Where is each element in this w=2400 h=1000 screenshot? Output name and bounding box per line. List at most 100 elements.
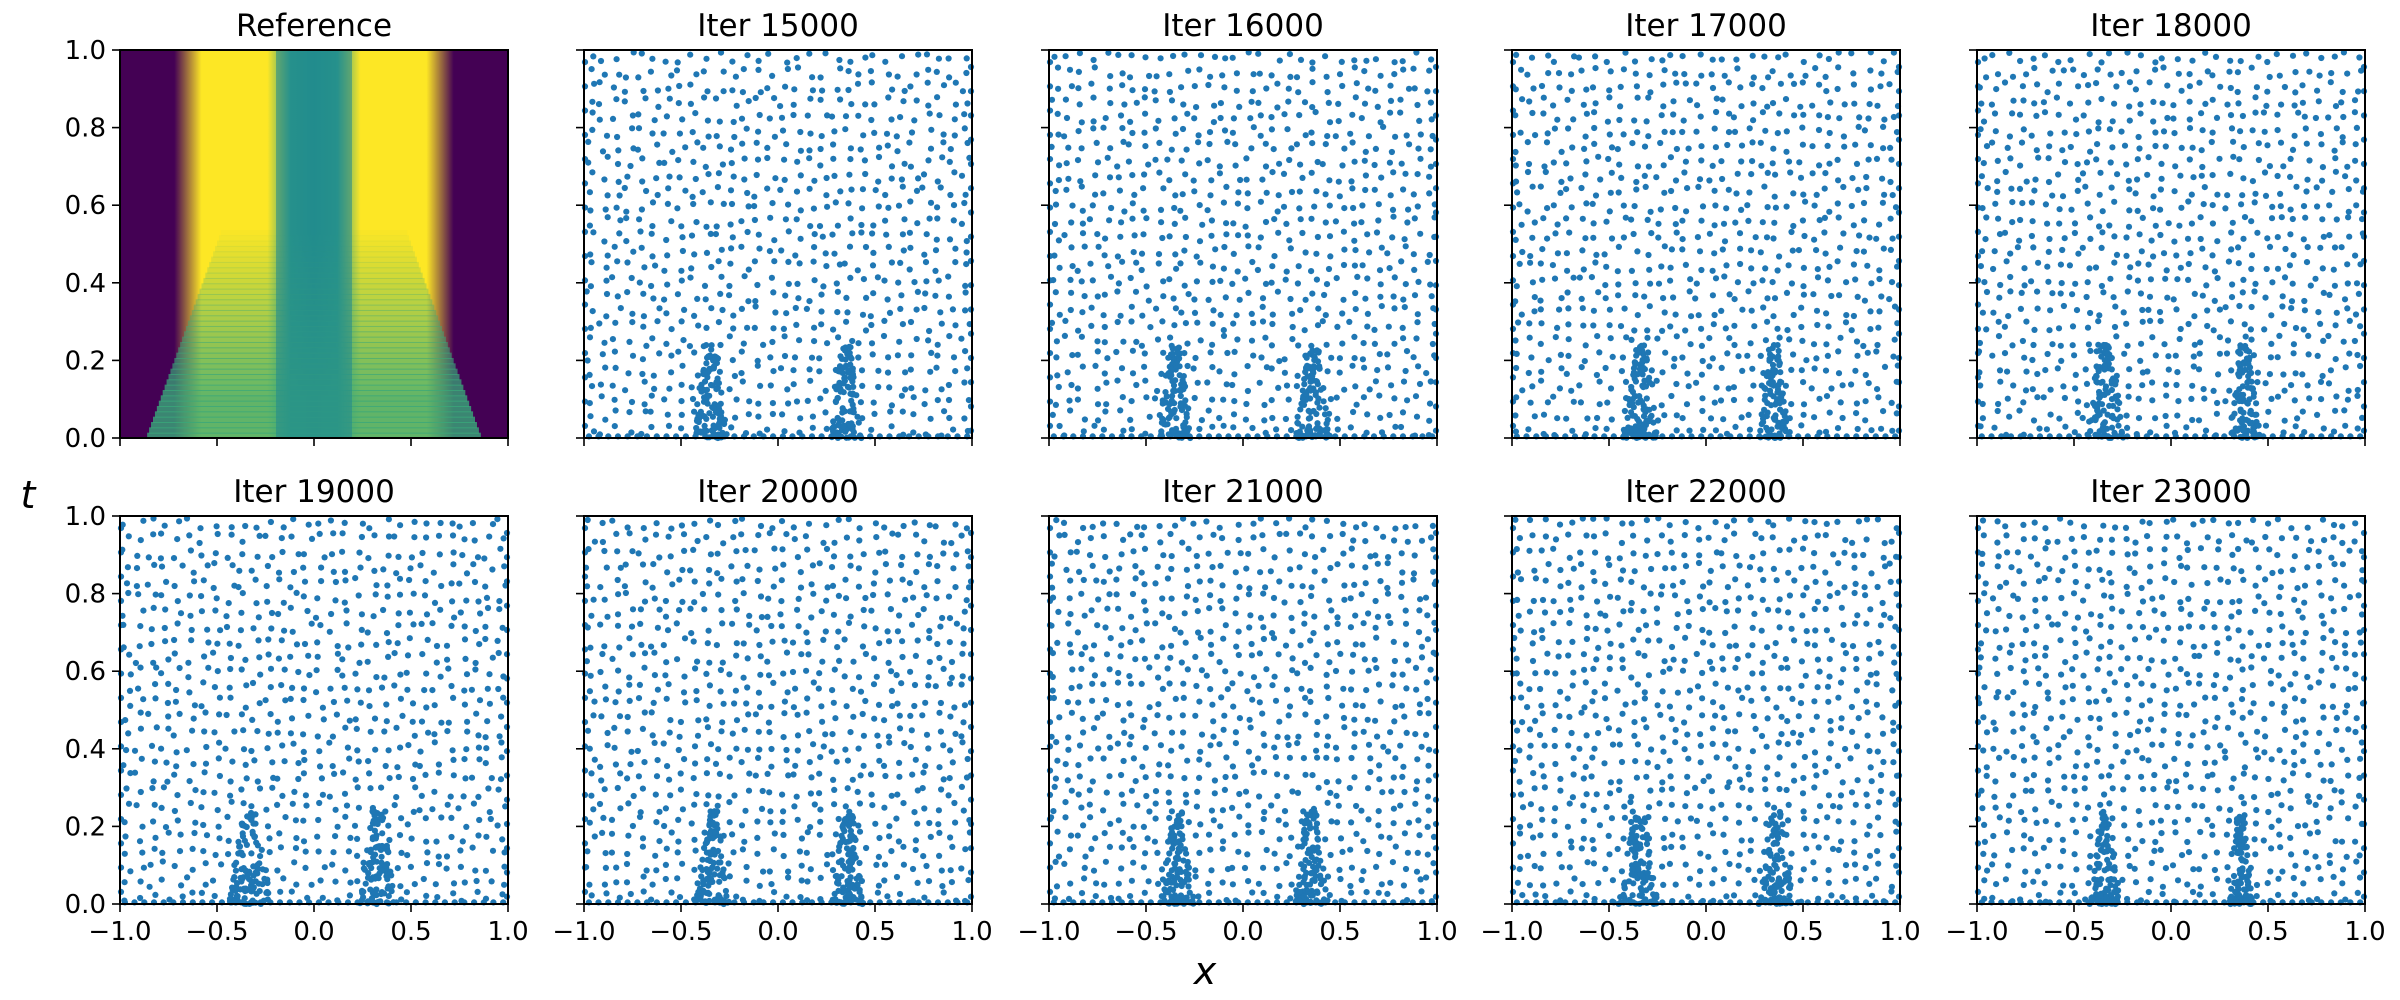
data-point bbox=[346, 717, 353, 724]
data-point bbox=[1865, 115, 1872, 122]
data-point bbox=[2045, 155, 2052, 162]
data-point bbox=[1231, 398, 1238, 405]
data-point bbox=[1594, 333, 1601, 340]
data-point bbox=[2177, 264, 2184, 271]
data-point bbox=[2200, 201, 2207, 208]
data-point bbox=[2227, 318, 2234, 325]
data-point bbox=[1288, 145, 1295, 152]
data-point bbox=[2019, 337, 2026, 345]
data-point bbox=[804, 112, 811, 119]
data-point bbox=[1993, 86, 2000, 93]
data-point bbox=[1230, 115, 1237, 122]
data-point bbox=[321, 864, 328, 871]
data-point bbox=[1231, 348, 1238, 355]
data-point bbox=[2035, 259, 2042, 266]
data-point bbox=[2303, 259, 2311, 266]
data-point bbox=[1540, 94, 1547, 101]
data-point bbox=[1232, 162, 1239, 169]
data-point bbox=[654, 318, 661, 325]
data-point bbox=[1673, 427, 1680, 434]
data-point bbox=[1733, 56, 1740, 63]
data-point bbox=[1787, 169, 1794, 176]
data-point bbox=[2318, 141, 2325, 148]
data-point bbox=[717, 49, 725, 56]
data-point bbox=[423, 860, 431, 867]
data-point bbox=[2252, 109, 2259, 116]
data-point bbox=[231, 728, 238, 735]
data-point bbox=[1351, 158, 1358, 165]
data-point bbox=[834, 288, 842, 295]
data-point bbox=[2209, 252, 2216, 259]
data-point bbox=[901, 87, 908, 95]
data-point bbox=[1709, 162, 1716, 169]
data-point bbox=[937, 309, 944, 316]
data-point bbox=[2079, 170, 2087, 177]
data-point bbox=[326, 739, 333, 746]
data-point bbox=[438, 814, 445, 821]
data-point bbox=[1244, 363, 1251, 370]
data-point bbox=[274, 801, 281, 809]
data-point bbox=[730, 325, 737, 332]
data-point bbox=[927, 415, 934, 422]
data-point bbox=[1989, 352, 1996, 359]
data-point bbox=[1772, 204, 1779, 211]
data-point bbox=[1351, 333, 1358, 340]
data-point bbox=[1645, 94, 1652, 101]
data-point bbox=[315, 816, 322, 824]
data-point bbox=[280, 875, 287, 882]
data-point bbox=[216, 711, 223, 718]
data-point bbox=[587, 324, 594, 331]
data-point bbox=[1853, 160, 1861, 167]
data-point bbox=[1881, 363, 1889, 370]
data-point bbox=[875, 153, 883, 161]
data-point bbox=[291, 859, 298, 866]
data-point bbox=[2061, 159, 2069, 166]
data-point bbox=[1415, 278, 1422, 285]
data-point bbox=[888, 402, 896, 409]
data-point bbox=[2158, 175, 2165, 182]
data-point bbox=[1994, 407, 2001, 415]
data-point bbox=[2041, 109, 2049, 116]
data-point bbox=[2235, 100, 2242, 107]
data-point bbox=[1647, 89, 1654, 96]
data-point bbox=[833, 280, 840, 287]
data-point bbox=[741, 176, 748, 183]
data-point bbox=[423, 892, 430, 900]
data-point bbox=[2172, 352, 2179, 359]
data-point bbox=[2269, 279, 2276, 286]
data-point bbox=[1699, 395, 1706, 402]
data-point bbox=[1322, 141, 1329, 148]
data-point bbox=[1205, 407, 1212, 414]
data-point bbox=[1589, 84, 1597, 91]
data-point bbox=[1990, 309, 1997, 316]
data-point bbox=[2214, 238, 2221, 245]
data-point bbox=[2304, 244, 2311, 251]
data-point bbox=[693, 219, 700, 226]
data-point bbox=[2355, 290, 2362, 297]
data-point bbox=[411, 881, 418, 888]
data-point bbox=[2330, 266, 2337, 273]
data-point bbox=[1776, 110, 1783, 117]
data-point bbox=[765, 50, 772, 57]
data-point bbox=[1074, 157, 1082, 164]
data-point bbox=[1341, 205, 1348, 212]
data-point bbox=[910, 429, 917, 436]
data-point bbox=[739, 378, 746, 385]
data-point bbox=[300, 685, 308, 692]
data-point bbox=[295, 668, 302, 676]
data-point bbox=[651, 117, 658, 124]
data-point bbox=[1231, 371, 1238, 378]
data-point bbox=[640, 323, 647, 330]
data-point bbox=[435, 769, 442, 776]
data-point bbox=[2195, 366, 2203, 373]
data-point bbox=[1242, 275, 1249, 282]
data-point bbox=[1648, 56, 1655, 63]
data-point bbox=[200, 821, 207, 829]
data-point bbox=[1564, 267, 1571, 274]
data-point bbox=[1526, 98, 1533, 105]
data-point bbox=[295, 760, 302, 767]
data-point bbox=[351, 822, 359, 829]
data-point bbox=[952, 101, 960, 108]
data-point bbox=[1786, 336, 1793, 343]
